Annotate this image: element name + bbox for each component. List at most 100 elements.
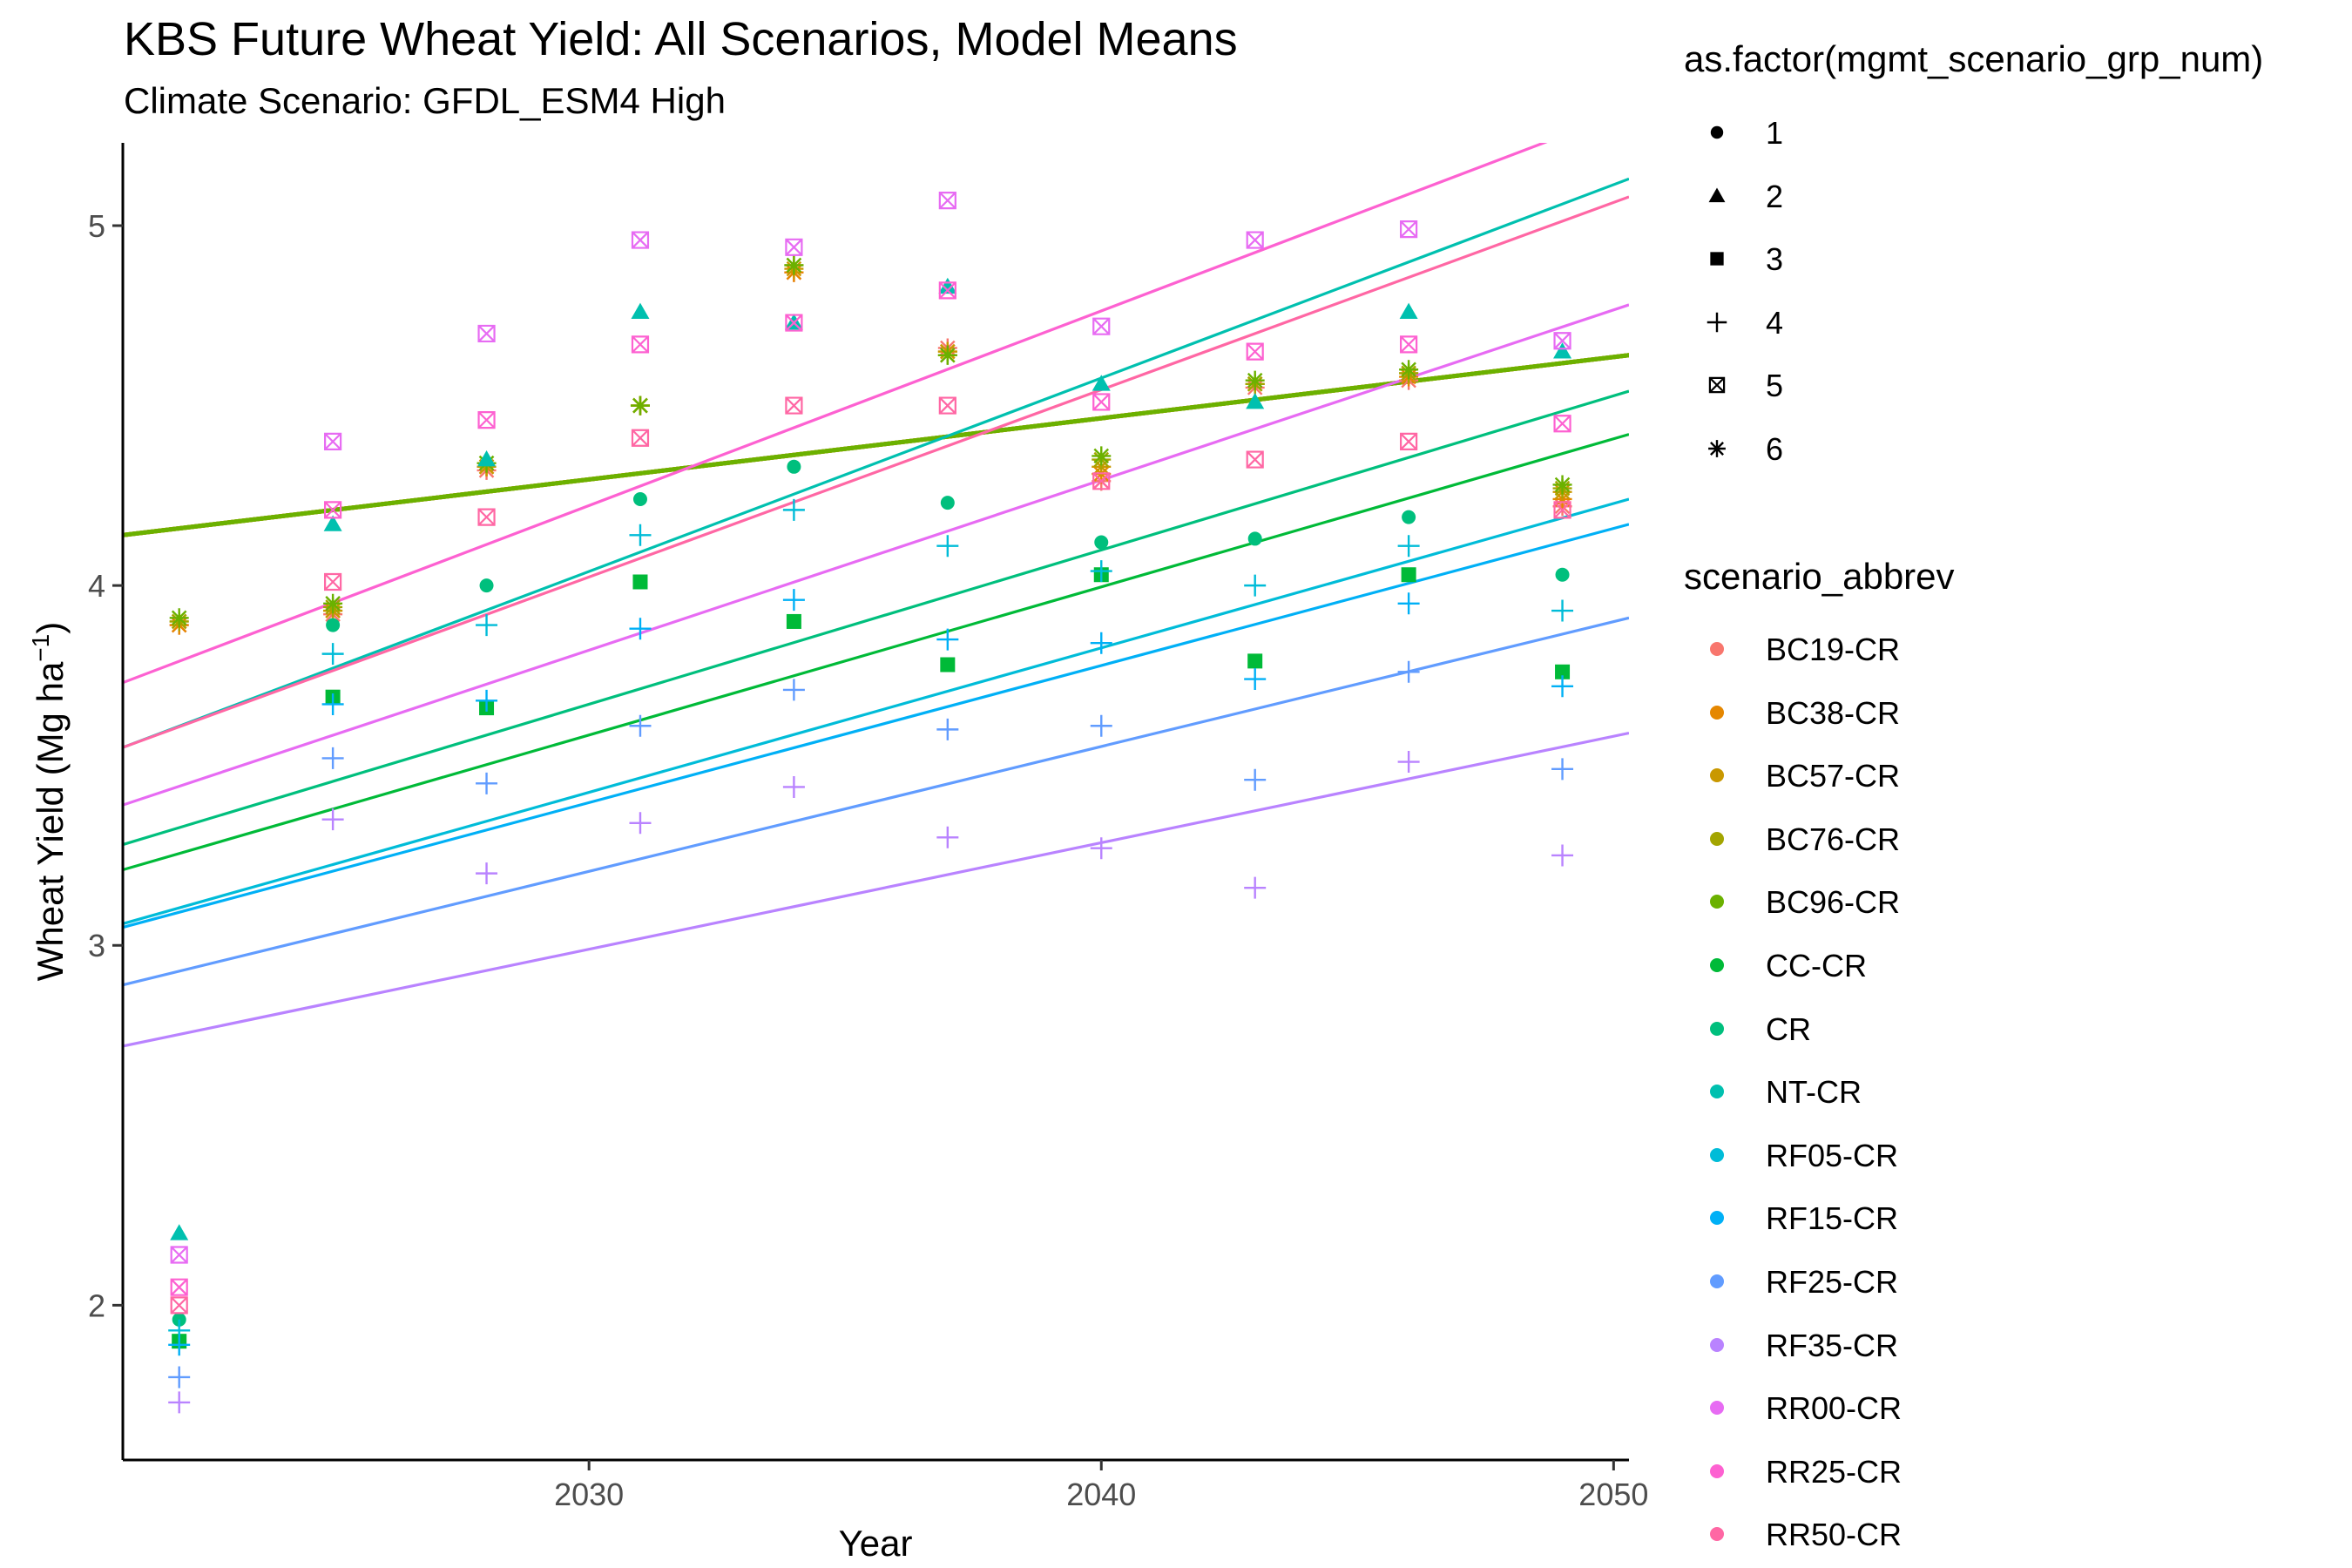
- data-point-rf15-cr: [321, 693, 344, 715]
- chart-title: KBS Future Wheat Yield: All Scenarios, M…: [124, 13, 1238, 65]
- x-tick-label: 2040: [1066, 1477, 1136, 1512]
- color-legend-label: BC19-CR: [1766, 632, 1901, 667]
- data-point-rf05-cr: [321, 643, 344, 666]
- shape-legend-title: as.factor(mgmt_scenario_grp_num): [1684, 38, 2264, 79]
- color-legend-key: [1710, 1274, 1724, 1288]
- legend-dot-icon: [1710, 1401, 1724, 1416]
- trend-line-cr: [123, 389, 1629, 847]
- data-point-rr50-cr: [785, 396, 803, 415]
- data-point-rf35-cr: [629, 812, 652, 835]
- data-point-rf25-cr: [1090, 714, 1112, 737]
- legend-boxx-icon: [1708, 377, 1726, 394]
- y-tick-label: 2: [88, 1288, 105, 1323]
- shape-legend-label: 1: [1766, 115, 1784, 151]
- legend-dot-icon: [1710, 1021, 1724, 1036]
- shape-legend-key: [1708, 440, 1726, 457]
- trend-line-rr50-cr: [123, 195, 1629, 749]
- data-point-cc-cr: [940, 657, 956, 672]
- color-legend-label: NT-CR: [1766, 1074, 1862, 1111]
- shape-legend-key: [1708, 377, 1726, 394]
- data-point-nt-cr: [1553, 342, 1572, 359]
- data-point-rf25-cr: [629, 714, 652, 737]
- color-legend-key: [1710, 958, 1724, 972]
- color-legend-label: BC57-CR: [1766, 758, 1901, 794]
- color-legend-key: [1710, 1085, 1724, 1099]
- legend-asterisk-icon: [1708, 440, 1726, 457]
- color-legend-key: [1710, 895, 1724, 909]
- data-point-bc96-cr: [1245, 370, 1265, 390]
- color-legend-label: RF25-CR: [1766, 1264, 1899, 1300]
- legend-dot-icon: [1710, 1527, 1724, 1542]
- y-tick-label: 5: [88, 208, 105, 244]
- data-point-rf15-cr: [168, 1334, 191, 1356]
- color-legend-key: [1710, 642, 1724, 656]
- legend-dot-icon: [1710, 642, 1724, 656]
- y-axis-title: Wheat Yield (Mg ha−1): [27, 622, 71, 981]
- color-legend-label: BC76-CR: [1766, 821, 1901, 857]
- data-point-rr50-cr: [477, 508, 496, 526]
- color-legend-label: RR00-CR: [1766, 1390, 1903, 1427]
- data-point-rf25-cr: [782, 679, 805, 701]
- legend-dot-icon: [1710, 705, 1724, 720]
- color-legend-key: [1710, 1401, 1724, 1416]
- legend-square-icon: [1710, 252, 1724, 266]
- color-legend-label: RF05-CR: [1766, 1137, 1899, 1173]
- x-axis-title: Year: [839, 1523, 913, 1564]
- data-point-cc-cr: [786, 613, 801, 629]
- data-point-nt-cr: [938, 277, 957, 294]
- data-point-rf05-cr: [1397, 535, 1420, 558]
- data-point-rf15-cr: [1244, 668, 1267, 691]
- data-point-rf15-cr: [936, 628, 959, 651]
- data-point-rf05-cr: [629, 524, 652, 546]
- color-legend-label: RR50-CR: [1766, 1517, 1903, 1553]
- data-point-cc-cr: [1555, 664, 1571, 679]
- data-point-rf05-cr: [936, 535, 959, 558]
- data-point-rf35-cr: [1090, 837, 1112, 860]
- data-point-rr00-cr: [324, 432, 342, 450]
- data-point-cr: [1402, 510, 1416, 524]
- data-point-cr: [1555, 567, 1570, 582]
- color-legend-key: [1710, 1463, 1724, 1478]
- x-tick-label: 2030: [554, 1477, 624, 1512]
- data-point-rf25-cr: [168, 1366, 191, 1389]
- data-point-rf15-cr: [629, 618, 652, 640]
- x-tick-label: 2050: [1578, 1477, 1648, 1512]
- shape-legend-label: 4: [1766, 304, 1784, 341]
- shape-legend-key: [1708, 187, 1726, 202]
- data-point-nt-cr: [631, 302, 650, 320]
- data-point-bc96-cr: [630, 395, 650, 416]
- data-point-rr00-cr: [1092, 317, 1111, 335]
- data-point-rr50-cr: [631, 429, 650, 447]
- legend-circle-icon: [1710, 125, 1724, 139]
- data-point-rf05-cr: [1551, 599, 1574, 622]
- data-point-rr50-cr: [938, 396, 956, 415]
- color-legend-key: [1710, 831, 1724, 846]
- data-point-rr50-cr: [170, 1296, 188, 1315]
- legend-dot-icon: [1710, 1463, 1724, 1478]
- legend-dot-icon: [1710, 1085, 1724, 1099]
- data-point-cr: [940, 496, 955, 510]
- color-legend-label: RF35-CR: [1766, 1327, 1899, 1363]
- data-point-rr50-cr: [1553, 501, 1571, 519]
- shape-legend-key: [1710, 125, 1724, 139]
- y-tick-label: 3: [88, 928, 105, 963]
- trend-line-bc96-cr: [123, 353, 1629, 537]
- trend-line-rf25-cr: [123, 616, 1629, 987]
- data-point-bc96-cr: [1552, 475, 1572, 495]
- color-legend-label: BC38-CR: [1766, 694, 1901, 731]
- legend-dot-icon: [1710, 1337, 1724, 1352]
- data-point-rf35-cr: [1397, 751, 1420, 774]
- data-point-nt-cr: [1246, 392, 1265, 409]
- data-point-rf35-cr: [782, 775, 805, 798]
- data-point-rf15-cr: [476, 689, 498, 712]
- data-point-rr25-cr: [785, 314, 803, 332]
- data-point-bc96-cr: [323, 593, 343, 613]
- legend-dot-icon: [1710, 1147, 1724, 1162]
- data-point-cr: [326, 618, 341, 632]
- color-legend-key: [1710, 768, 1724, 783]
- data-point-rr25-cr: [1553, 415, 1571, 433]
- shape-legend-label: 6: [1766, 431, 1784, 467]
- trend-line-rf35-cr: [123, 731, 1629, 1048]
- shape-legend-label: 5: [1766, 368, 1784, 404]
